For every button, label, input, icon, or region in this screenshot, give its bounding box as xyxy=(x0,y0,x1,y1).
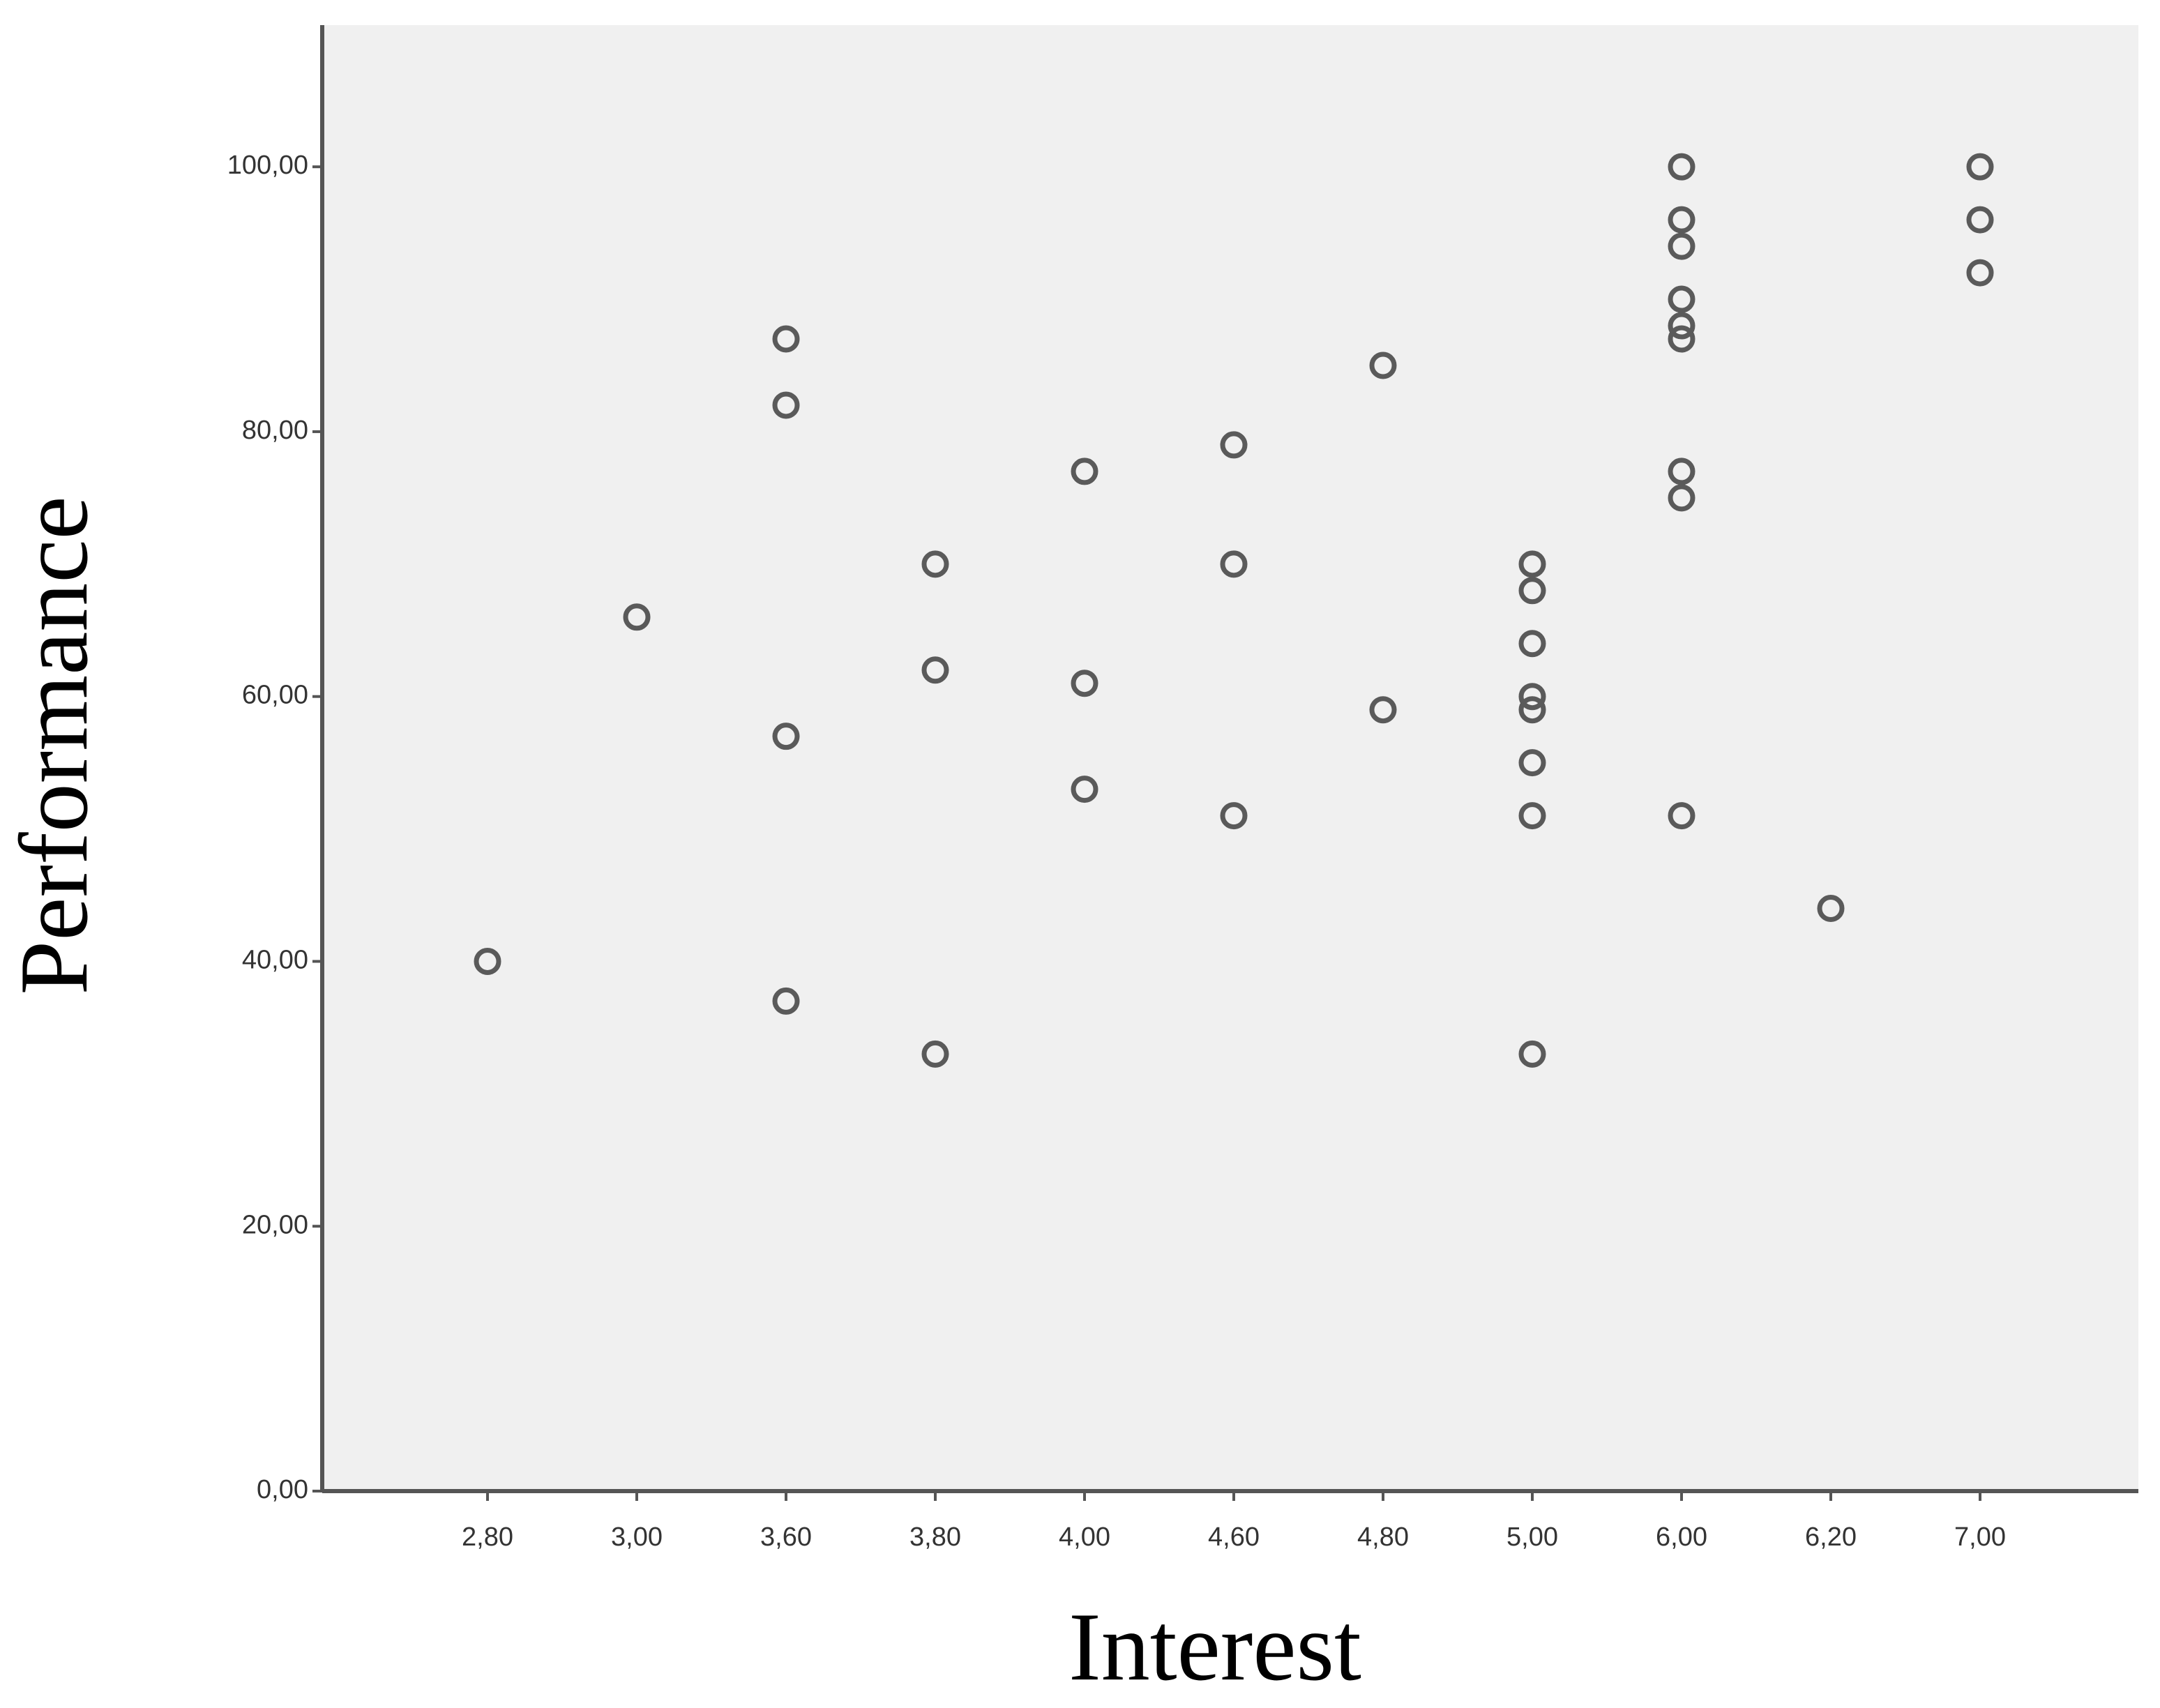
y-axis-title: Performance xyxy=(0,496,108,995)
point xyxy=(772,987,800,1015)
point xyxy=(772,325,800,353)
point xyxy=(474,947,501,975)
point xyxy=(1668,802,1695,830)
y-tick-label: 60,00 xyxy=(242,681,308,710)
plot-area xyxy=(322,25,2138,1491)
point xyxy=(1668,325,1695,353)
point xyxy=(1966,153,1994,181)
x-tick-label: 6,00 xyxy=(1656,1522,1707,1552)
point xyxy=(1518,749,1546,777)
point xyxy=(1668,312,1695,340)
x-tick-label: 6,20 xyxy=(1805,1522,1857,1552)
point xyxy=(1817,895,1845,923)
point xyxy=(1518,630,1546,658)
point xyxy=(1668,285,1695,313)
point xyxy=(1518,577,1546,605)
point xyxy=(1518,696,1546,724)
point xyxy=(1518,1040,1546,1068)
point xyxy=(1966,259,1994,287)
point xyxy=(623,603,651,631)
x-axis-title: Interest xyxy=(1068,1593,1361,1701)
y-tick-label: 100,00 xyxy=(227,151,308,180)
point xyxy=(1220,550,1248,578)
point xyxy=(1668,484,1695,512)
x-tick-label: 3,60 xyxy=(760,1522,812,1552)
point xyxy=(1071,776,1098,803)
point xyxy=(1668,206,1695,234)
x-tick-label: 4,00 xyxy=(1059,1522,1110,1552)
x-tick-label: 4,60 xyxy=(1208,1522,1260,1552)
point xyxy=(1518,683,1546,711)
x-tick-label: 4,80 xyxy=(1357,1522,1409,1552)
point xyxy=(1220,802,1248,830)
point xyxy=(921,1040,949,1068)
point xyxy=(1966,206,1994,234)
point xyxy=(1668,232,1695,260)
x-tick-label: 3,00 xyxy=(611,1522,663,1552)
point xyxy=(772,723,800,750)
point xyxy=(1369,352,1397,379)
point xyxy=(772,391,800,419)
y-tick-label: 40,00 xyxy=(242,946,308,975)
x-tick-label: 2,80 xyxy=(462,1522,513,1552)
point xyxy=(921,656,949,684)
x-tick-label: 5,00 xyxy=(1506,1522,1558,1552)
x-tick-label: 3,80 xyxy=(909,1522,961,1552)
point xyxy=(1668,458,1695,485)
point xyxy=(921,550,949,578)
point xyxy=(1071,670,1098,697)
y-tick-label: 80,00 xyxy=(242,416,308,445)
point xyxy=(1220,431,1248,459)
point xyxy=(1369,696,1397,724)
point xyxy=(1668,153,1695,181)
y-tick-label: 20,00 xyxy=(242,1210,308,1239)
point xyxy=(1071,458,1098,485)
x-tick-label: 7,00 xyxy=(1954,1522,2006,1552)
point xyxy=(1518,802,1546,830)
point xyxy=(1518,550,1546,578)
y-tick-label: 0,00 xyxy=(257,1475,308,1504)
